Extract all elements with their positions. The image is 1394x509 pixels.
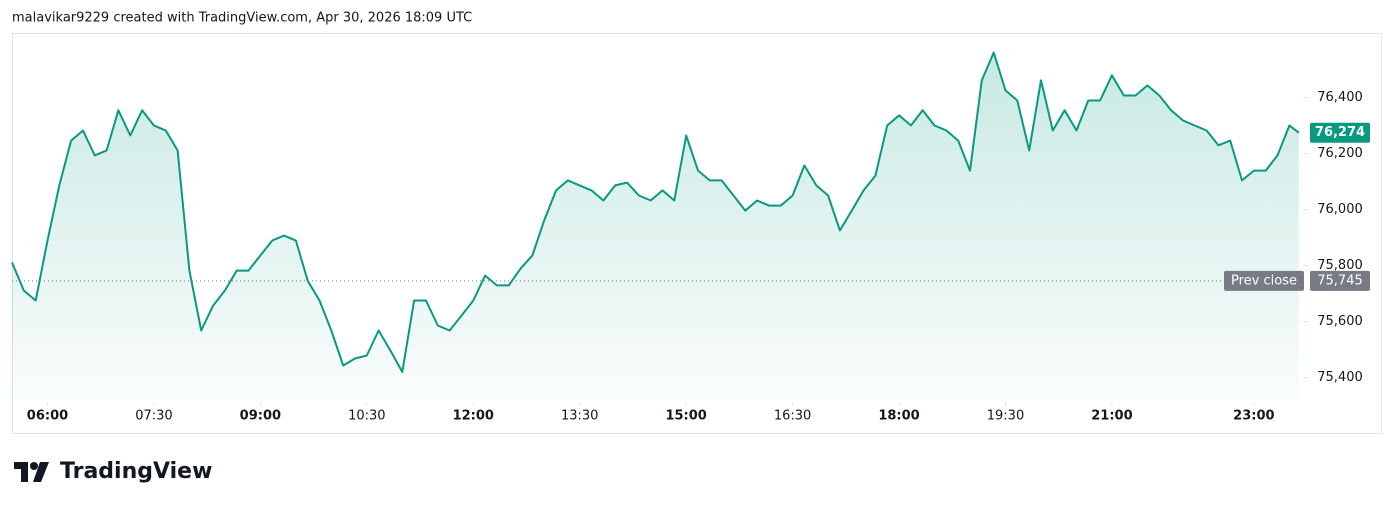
x-tick-label: 23:00 bbox=[1233, 409, 1274, 424]
header: malavikar9229 created with TradingView.c… bbox=[12, 11, 472, 26]
prev-close-value-tag bbox=[1310, 270, 1370, 291]
x-tick-label: 13:30 bbox=[561, 409, 598, 424]
last-price-tag bbox=[1310, 122, 1370, 143]
x-tick-label: 12:00 bbox=[453, 409, 494, 424]
prev-close-tag bbox=[1224, 270, 1304, 291]
brand: TradingView bbox=[60, 459, 212, 484]
x-tick-label: 19:30 bbox=[987, 409, 1024, 424]
prev-close-value: 75,745 bbox=[1317, 273, 1363, 288]
y-tick-label: 76,000 bbox=[1317, 202, 1363, 217]
y-tick-label: 75,600 bbox=[1317, 314, 1363, 329]
x-tick-label: 06:00 bbox=[27, 409, 68, 424]
area bbox=[12, 52, 1299, 400]
x-tick-label: 07:30 bbox=[135, 409, 172, 424]
price-line bbox=[11, 51, 1300, 373]
y-tick-label: 76,200 bbox=[1317, 146, 1363, 161]
y-tick-label: 76,400 bbox=[1317, 90, 1363, 105]
x-tick-label: 15:00 bbox=[665, 409, 706, 424]
x-tick-label: 18:00 bbox=[878, 409, 919, 424]
prev-close-text: Prev close bbox=[1231, 273, 1297, 288]
last-price-label: 76,274 bbox=[1315, 125, 1365, 140]
y-tick-label: 75,800 bbox=[1317, 258, 1363, 273]
x-tick-label: 16:30 bbox=[774, 409, 811, 424]
x-tick-label: 09:00 bbox=[240, 409, 281, 424]
x-tick-label: 10:30 bbox=[348, 409, 385, 424]
x-tick-label: 21:00 bbox=[1091, 409, 1132, 424]
logo bbox=[14, 462, 49, 482]
frame bbox=[12, 33, 1382, 434]
y-tick-label: 75,400 bbox=[1317, 370, 1363, 385]
